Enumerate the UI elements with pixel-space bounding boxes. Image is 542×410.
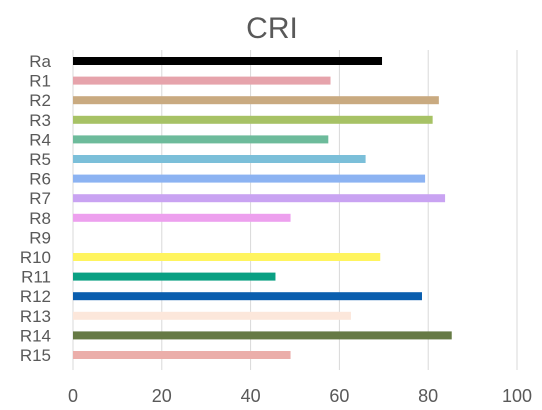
bar-r13 [73, 311, 351, 320]
category-label: R1 [29, 72, 51, 91]
bar-r1 [73, 76, 331, 85]
bar-r10 [73, 253, 381, 261]
x-tick-label: 100 [502, 386, 532, 405]
chart-title: CRI [246, 12, 298, 45]
category-label: R8 [29, 209, 51, 228]
category-label: R15 [20, 346, 51, 365]
category-label: R11 [21, 268, 51, 287]
category-label: R5 [29, 150, 51, 169]
x-tick-label: 0 [68, 386, 78, 405]
category-label: R13 [20, 307, 51, 326]
category-label: R14 [20, 326, 51, 345]
bar-r12 [73, 292, 422, 301]
bar-r6 [73, 174, 426, 183]
bar-r4 [73, 135, 329, 144]
category-label: R9 [29, 228, 51, 247]
category-label: R6 [29, 170, 51, 189]
x-tick-label: 80 [418, 386, 438, 405]
x-tick-label: 20 [152, 386, 172, 405]
bar-r7 [73, 194, 446, 203]
x-tick-label: 40 [241, 386, 261, 405]
category-label: R10 [20, 248, 51, 267]
bar-r2 [73, 96, 439, 105]
category-label: R3 [29, 111, 51, 130]
category-label: Ra [29, 52, 51, 71]
bar-r5 [73, 155, 366, 163]
bar-ra [73, 57, 383, 65]
x-axis-ticks: 0 20 40 60 80 100 [68, 386, 532, 406]
bar-r3 [73, 115, 433, 124]
bars [73, 57, 452, 359]
x-tick-label: 60 [329, 386, 349, 405]
bar-r15 [73, 351, 291, 359]
bar-r14 [73, 331, 452, 340]
category-label: R7 [29, 189, 51, 208]
category-label: R2 [29, 91, 51, 110]
category-label: R4 [29, 130, 51, 149]
category-label: R12 [20, 287, 51, 306]
bar-r11 [73, 272, 276, 281]
bar-r8 [73, 213, 291, 222]
